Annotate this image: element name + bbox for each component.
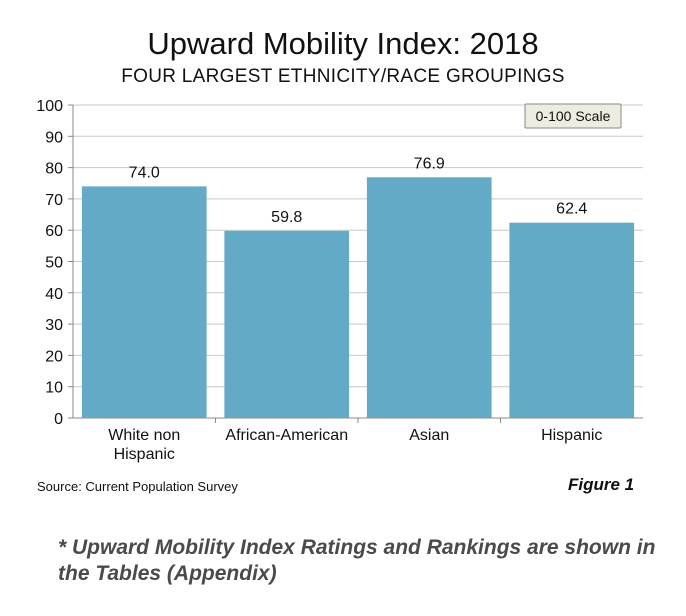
bar	[366, 177, 492, 418]
bar	[224, 230, 350, 418]
x-tick-label: White non	[108, 427, 180, 444]
y-tick-label: 0	[54, 411, 63, 428]
y-tick-label: 50	[45, 255, 63, 272]
data-label: 76.9	[414, 155, 445, 172]
figure-label: Figure 1	[568, 475, 635, 494]
y-tick-label: 60	[45, 223, 63, 240]
y-tick-label: 10	[45, 380, 63, 397]
data-label: 74.0	[129, 164, 160, 181]
data-label: 62.4	[556, 201, 587, 218]
scale-box	[524, 103, 622, 129]
y-tick-label: 80	[45, 161, 63, 178]
chart-title: Upward Mobility Index: 2018	[147, 26, 539, 61]
y-tick-label: 70	[45, 192, 63, 209]
y-tick-label: 20	[45, 348, 63, 365]
y-tick-label: 100	[36, 98, 63, 115]
x-tick-label: African-American	[225, 427, 348, 444]
bar-chart: 0 10 20 30 40 50 60 70 80 90 100 74.0 White non Hispa…	[36, 98, 643, 463]
source-note: Source: Current Population Survey	[37, 479, 238, 494]
x-tick-label: Hispanic	[114, 446, 175, 463]
footnote: * Upward Mobility Index Ratings and Rank…	[58, 536, 656, 585]
x-tick-label: Hispanic	[541, 427, 602, 444]
y-tick-label: 30	[45, 317, 63, 334]
y-tick-label: 90	[45, 129, 63, 146]
bar	[509, 222, 635, 418]
data-label: 59.8	[271, 209, 302, 226]
bar	[81, 186, 207, 418]
chart-subtitle: FOUR LARGEST ETHNICITY/RACE GROUPINGS	[121, 66, 565, 87]
y-tick-label: 40	[45, 286, 63, 303]
x-tick-label: Asian	[409, 427, 449, 444]
scale-box-label: 0-100 Scale	[536, 108, 611, 124]
